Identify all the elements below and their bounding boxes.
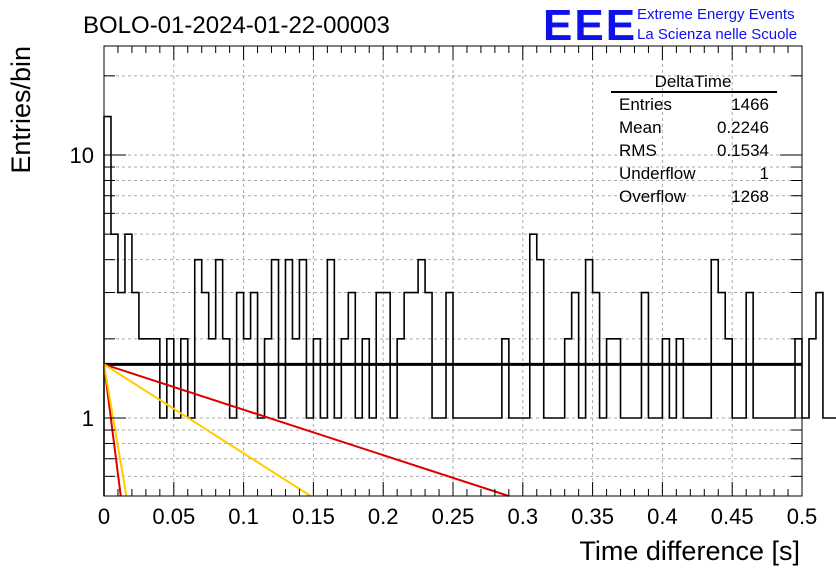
logo-line-1: Extreme Energy Events [637,6,795,23]
stats-title: DeltaTime [655,72,732,91]
x-tick-label-7: 0.35 [571,504,614,529]
stats-value-underflow: 1 [760,164,769,183]
x-tick-label-4: 0.2 [368,504,399,529]
axis-ticks [103,46,803,496]
eee-logo: EEE [543,1,637,50]
logo-line-2: La Scienza nelle Scuole [637,26,797,43]
fit-line-1 [103,363,510,497]
x-tick-label-0: 0 [98,504,110,529]
y-tick-label-0: 1 [82,406,94,431]
x-tick-label-3: 0.15 [292,504,335,529]
stats-label-overflow: Overflow [619,187,687,206]
stats-value-rms: 0.1534 [717,141,769,160]
stats-value-overflow: 1268 [731,187,769,206]
stats-value-entries: 1466 [731,95,769,114]
x-tick-label-5: 0.25 [432,504,475,529]
x-tick-label-6: 0.3 [508,504,539,529]
stats-label-mean: Mean [619,118,662,137]
stats-rows: Entries 1466 Mean 0.2246 RMS 0.1534 Underflow 1… [619,95,769,206]
y-axis-title: Entries/bin [6,46,36,174]
stats-label-entries: Entries [619,95,672,114]
fit-line-4 [103,364,128,497]
x-tick-labels: 0 0.05 0.1 0.15 0.2 0.25 0.3 0.35 0.4 0.45 0.5 [98,504,817,529]
fit-line-2 [103,363,312,497]
x-tick-label-9: 0.45 [711,504,754,529]
histogram-step-line [103,115,836,496]
stats-label-underflow: Underflow [619,164,696,183]
x-tick-label-2: 0.1 [228,504,259,529]
x-tick-label-10: 0.5 [787,504,818,529]
histogram-bars [103,115,836,496]
x-tick-label-1: 0.05 [152,504,195,529]
x-tick-label-8: 0.4 [647,504,678,529]
grid-lines [104,46,802,496]
x-axis-title: Time difference [s] [579,536,800,566]
y-tick-label-1: 10 [70,143,94,168]
y-tick-labels: 1 10 [70,143,94,431]
stats-value-mean: 0.2246 [717,118,769,137]
stats-box: DeltaTime Entries 1466 Mean 0.2246 RMS 0.1534… [611,72,777,206]
stats-label-rms: RMS [619,141,657,160]
run-title: BOLO-01-2024-01-22-00003 [83,12,390,39]
fit-lines [103,362,802,497]
